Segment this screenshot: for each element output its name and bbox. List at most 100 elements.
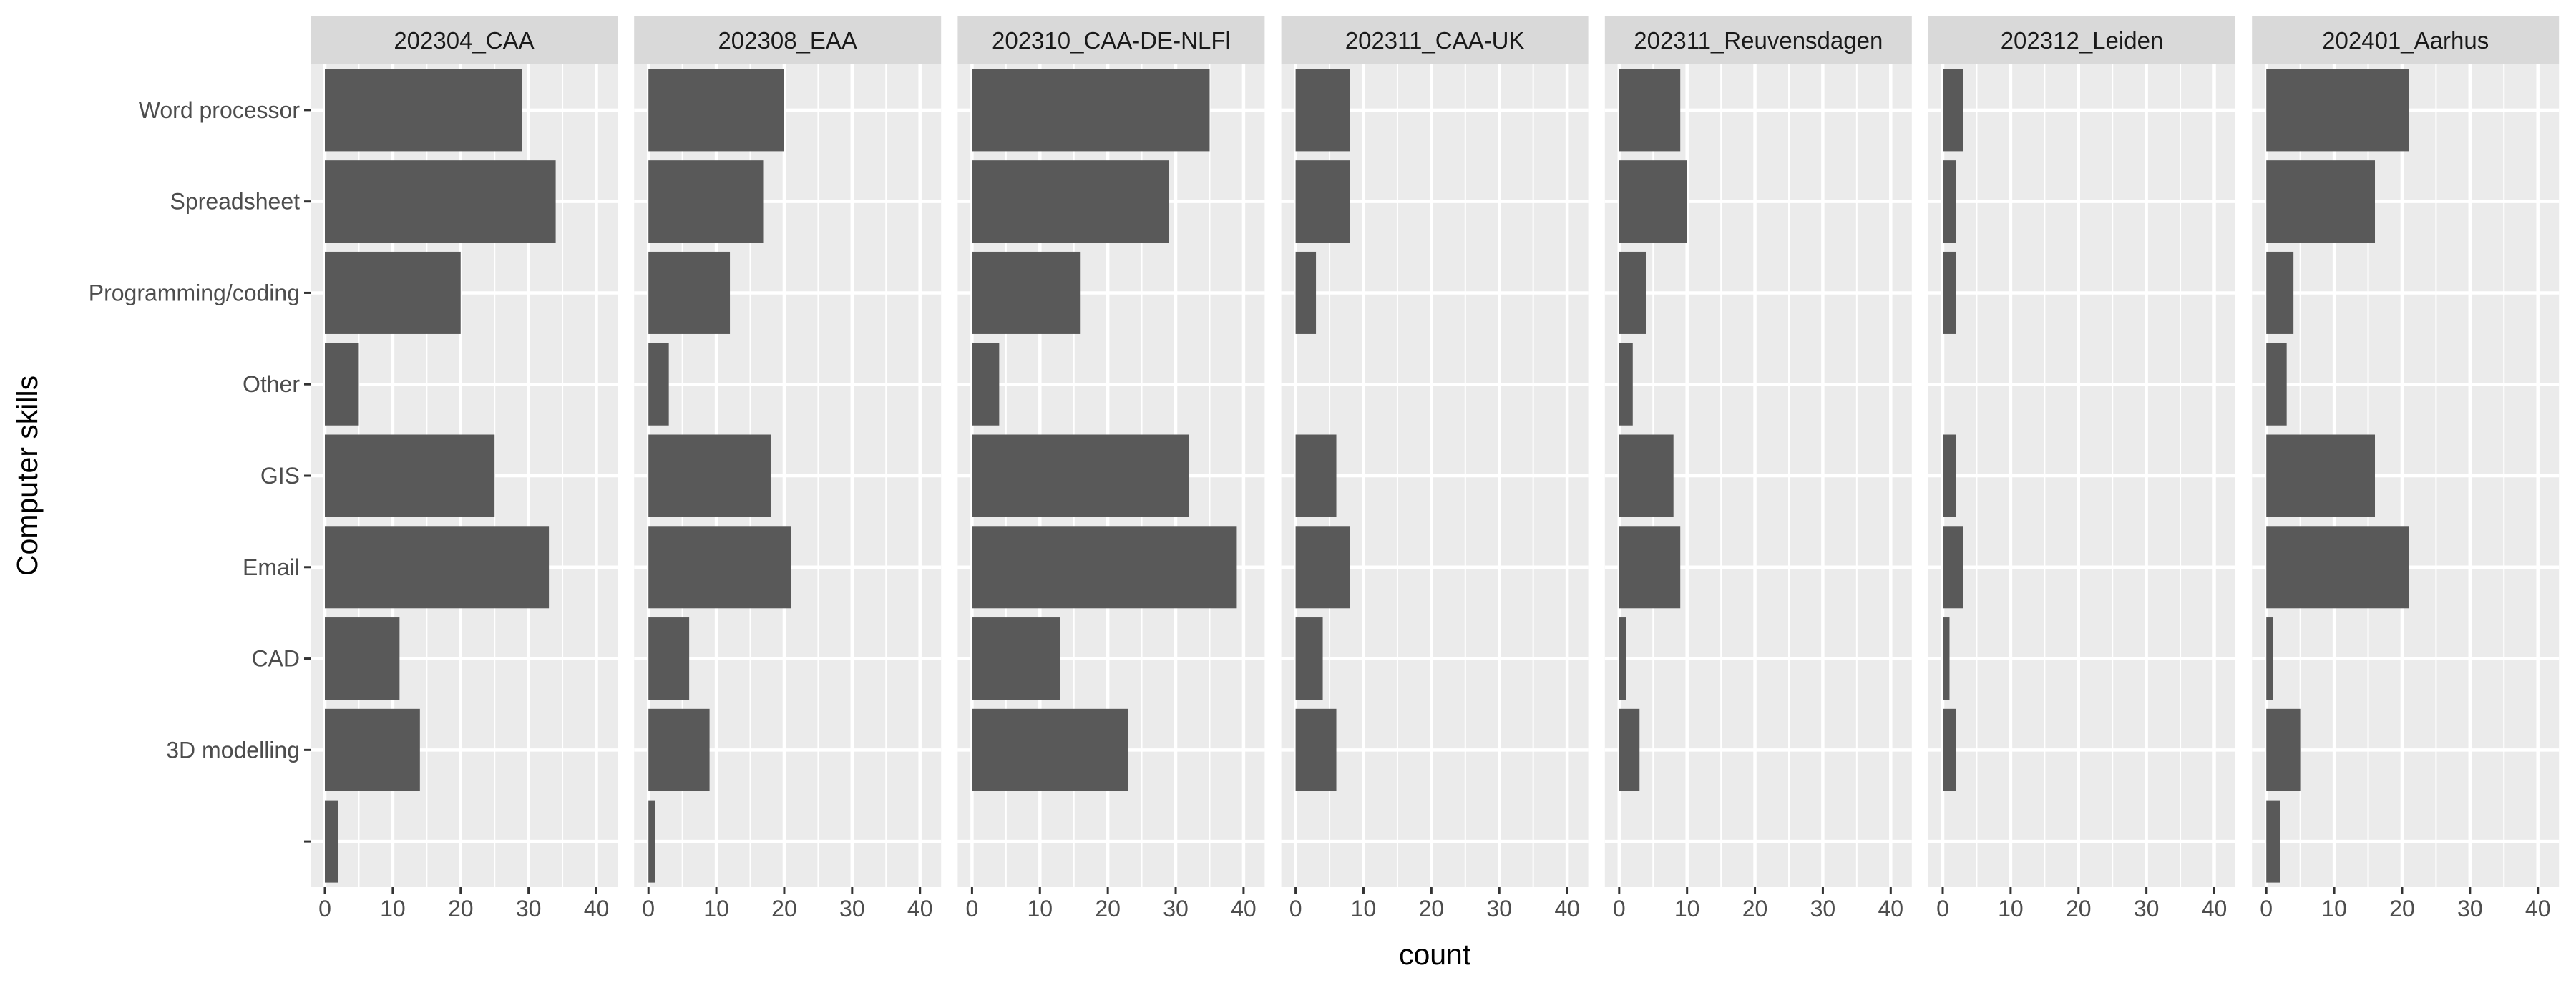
- bar-202304-caa-spreadsheet: [325, 160, 556, 243]
- facet-strip-label: 202304_CAA: [394, 27, 534, 54]
- x-tick-label: 10: [1998, 896, 2024, 921]
- bar-202401-aarhus-word-processor: [2266, 69, 2409, 152]
- y-tick-label-gis: GIS: [260, 463, 300, 489]
- bar-202308-eaa-spreadsheet: [648, 160, 764, 243]
- bar-202401-aarhus-3d-modelling: [2266, 708, 2301, 791]
- bar-202312-leiden-3d-modelling: [1943, 708, 1956, 791]
- x-tick-label: 40: [2202, 896, 2228, 921]
- bar-202311-reuvensdagen-programming-coding: [1619, 251, 1646, 334]
- bar-202401-aarhus-cad: [2266, 617, 2273, 700]
- x-tick-label: 20: [1419, 896, 1445, 921]
- x-tick-label: 0: [318, 896, 331, 921]
- x-tick-label: 30: [1486, 896, 1512, 921]
- bar-202310-caa-de-nlfl-programming-coding: [972, 251, 1081, 334]
- x-tick-label: 10: [1674, 896, 1700, 921]
- facet-strip: [1928, 16, 2235, 64]
- facet-panel-202311-reuvensdagen: 202311_Reuvensdagen 0 10 20 30 40: [1604, 16, 1912, 921]
- x-tick-label: 40: [1231, 896, 1257, 921]
- bar-202312-leiden-programming-coding: [1943, 251, 1956, 334]
- x-tick-label: 20: [771, 896, 797, 921]
- x-tick-label: 0: [966, 896, 979, 921]
- facet-strip: [634, 16, 942, 64]
- bar-202308-eaa-gis: [648, 434, 771, 517]
- x-tick-label: 30: [839, 896, 865, 921]
- facet-panel-202310-caa-de-nlfl: 202310_CAA-DE-NLFl 0 10 20 30 40: [957, 16, 1265, 921]
- bar-202304-caa-3d-modelling: [325, 708, 420, 791]
- bar-202308-eaa-other: [648, 343, 669, 426]
- x-tick-label: 30: [1163, 896, 1189, 921]
- bar-202304-caa-email: [325, 526, 550, 609]
- y-tick-label-email: Email: [243, 554, 300, 580]
- bar-202308-eaa-word-processor: [648, 69, 784, 152]
- y-tick-label-spreadsheet: Spreadsheet: [170, 189, 301, 215]
- x-axis-title: count: [1399, 938, 1471, 971]
- x-tick-label: 20: [2066, 896, 2092, 921]
- bar-202401-aarhus-programming-coding: [2266, 251, 2294, 334]
- bar-202304-caa-blank: [325, 800, 338, 883]
- bar-202311-reuvensdagen-spreadsheet: [1619, 160, 1687, 243]
- bar-202312-leiden-spreadsheet: [1943, 160, 1956, 243]
- facet-strip-label: 202312_Leiden: [2001, 27, 2164, 54]
- bar-202304-caa-cad: [325, 617, 400, 700]
- x-tick-label: 20: [448, 896, 474, 921]
- facet-strip: [957, 16, 1265, 64]
- bar-202310-caa-de-nlfl-spreadsheet: [972, 160, 1169, 243]
- bar-202310-caa-de-nlfl-cad: [972, 617, 1060, 700]
- bar-202311-reuvensdagen-word-processor: [1619, 69, 1681, 152]
- x-tick-label: 0: [1289, 896, 1302, 921]
- x-tick-label: 10: [2321, 896, 2347, 921]
- x-tick-label: 40: [584, 896, 610, 921]
- facet-strip-label: 202308_EAA: [718, 27, 857, 54]
- x-tick-label: 30: [2457, 896, 2483, 921]
- bar-202311-reuvensdagen-gis: [1619, 434, 1674, 517]
- bar-202401-aarhus-other: [2266, 343, 2287, 426]
- x-tick-label: 40: [2525, 896, 2551, 921]
- x-tick-label: 30: [1810, 896, 1836, 921]
- x-tick-label: 20: [2389, 896, 2415, 921]
- x-tick-label: 30: [516, 896, 542, 921]
- bar-202311-caa-uk-spreadsheet: [1295, 160, 1350, 243]
- bar-202308-eaa-cad: [648, 617, 690, 700]
- bar-202308-eaa-3d-modelling: [648, 708, 710, 791]
- x-tick-label: 20: [1742, 896, 1768, 921]
- bar-202310-caa-de-nlfl-other: [972, 343, 1000, 426]
- bar-202310-caa-de-nlfl-email: [972, 526, 1237, 609]
- y-axis: Word processor Spreadsheet Programming/cod…: [89, 97, 311, 843]
- bar-202311-caa-uk-email: [1295, 526, 1350, 609]
- x-tick-label: 20: [1095, 896, 1121, 921]
- y-axis-title: Computer skills: [11, 376, 44, 576]
- y-tick-label-3d-modelling: 3D modelling: [166, 737, 300, 763]
- bar-202310-caa-de-nlfl-word-processor: [972, 69, 1210, 152]
- x-tick-label: 40: [1878, 896, 1904, 921]
- facet-panel-202304-caa: 202304_CAA 0 10 20 30 40: [311, 16, 618, 921]
- bar-202311-reuvensdagen-other: [1619, 343, 1633, 426]
- x-tick-label: 0: [1936, 896, 1949, 921]
- facet-strip: [1281, 16, 1589, 64]
- facet-strip-label: 202401_Aarhus: [2322, 27, 2489, 54]
- bar-202308-eaa-programming-coding: [648, 251, 731, 334]
- facet-strip: [311, 16, 618, 64]
- y-tick-label-programming-coding: Programming/coding: [89, 280, 300, 305]
- facet-strip: [2252, 16, 2560, 64]
- bar-202311-caa-uk-3d-modelling: [1295, 708, 1337, 791]
- bar-202311-reuvensdagen-3d-modelling: [1619, 708, 1640, 791]
- facet-strip-label: 202310_CAA-DE-NLFl: [992, 27, 1231, 54]
- bar-202304-caa-word-processor: [325, 69, 522, 152]
- bar-202310-caa-de-nlfl-gis: [972, 434, 1190, 517]
- bar-202310-caa-de-nlfl-3d-modelling: [972, 708, 1128, 791]
- x-tick-label: 10: [703, 896, 729, 921]
- facet-panel-202311-caa-uk: 202311_CAA-UK 0 10 20 30 40: [1281, 16, 1589, 921]
- x-tick-label: 10: [1027, 896, 1053, 921]
- bar-202312-leiden-word-processor: [1943, 69, 1963, 152]
- x-tick-label: 0: [642, 896, 655, 921]
- bar-202312-leiden-email: [1943, 526, 1963, 609]
- bar-202311-caa-uk-gis: [1295, 434, 1337, 517]
- x-tick-label: 0: [1613, 896, 1626, 921]
- bar-202308-eaa-email: [648, 526, 791, 609]
- x-tick-label: 30: [2134, 896, 2160, 921]
- bar-202312-leiden-gis: [1943, 434, 1956, 517]
- facet-strip-label: 202311_Reuvensdagen: [1634, 27, 1883, 54]
- bar-202401-aarhus-blank: [2266, 800, 2280, 883]
- bar-202311-reuvensdagen-cad: [1619, 617, 1626, 700]
